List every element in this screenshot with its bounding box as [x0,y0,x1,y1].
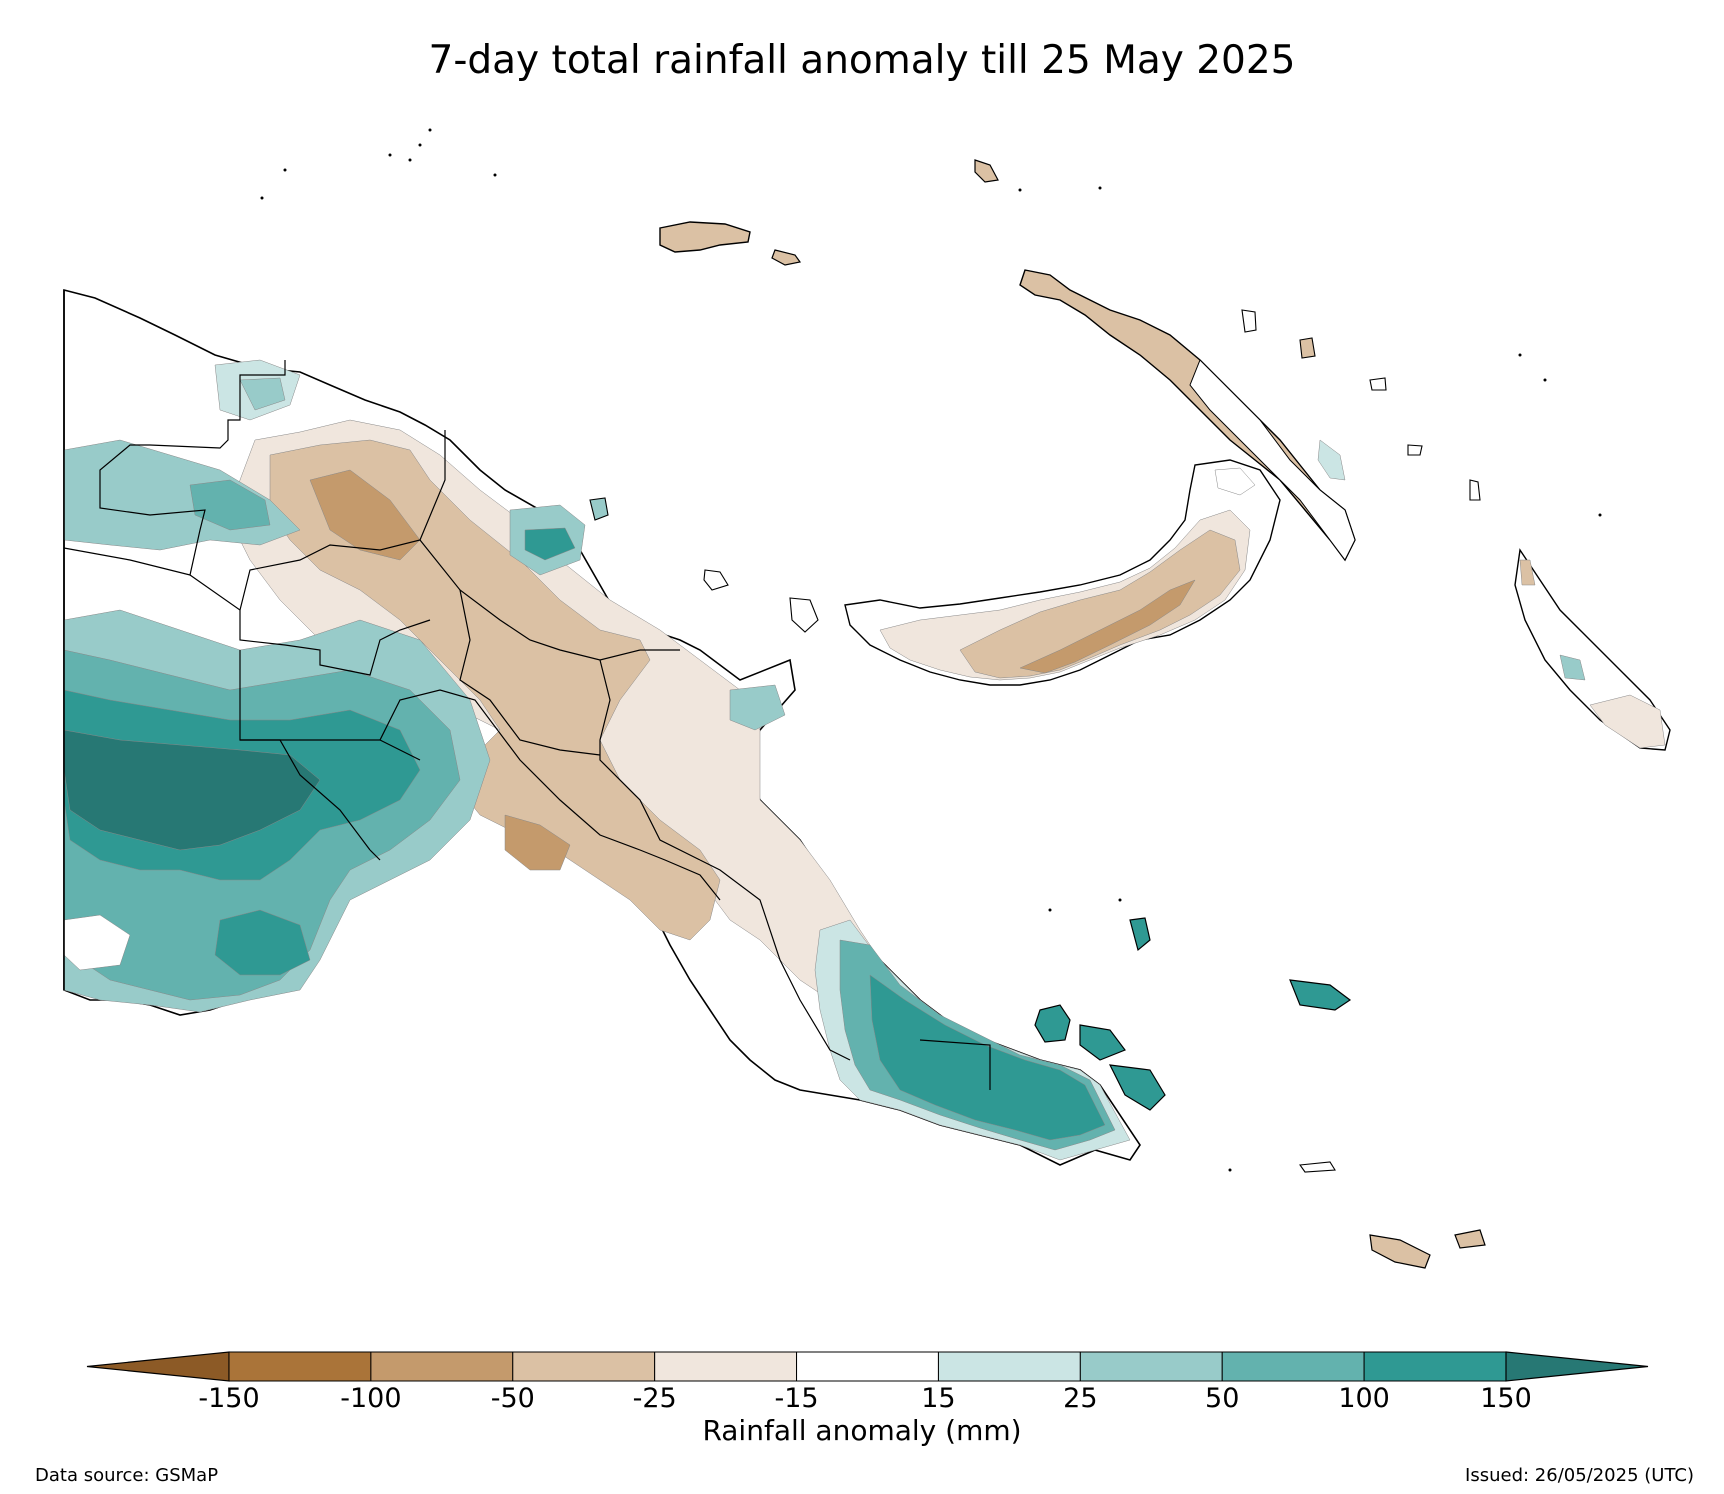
colorbar-bin [1221,1351,1365,1382]
colorbar-bin [1363,1351,1507,1382]
colorbar-tick-label: 150 [1480,1383,1532,1414]
new-britain [844,459,1281,686]
anomaly-zone-wet-sw-4 [63,729,321,851]
colorbar-bin [937,1351,1081,1382]
anomaly-zone-wet-nw-core [189,479,271,531]
colorbar-tick-label: -50 [491,1383,535,1414]
colorbar-extend-high [1505,1351,1649,1382]
colorbar-bin [228,1351,372,1382]
anomaly-zone-wet-gulf [214,909,311,976]
colorbar-tick-label: 50 [1205,1383,1239,1414]
colorbar-tick-label: -15 [775,1383,819,1414]
colorbar-tick-label: -150 [198,1383,259,1414]
mainland-png [63,288,1141,1166]
manus-island [659,221,802,266]
anomaly-zone-dry-4 [504,814,571,871]
issued-date-text: Issued: 26/05/2025 (UTC) [1465,1465,1694,1486]
map-title: 7-day total rainfall anomaly till 25 May… [428,38,1296,83]
colorbar-bin [1079,1351,1223,1382]
anomaly-zone-wet-north-core [239,377,286,411]
colorbar-bin [512,1351,656,1382]
rainfall-anomaly-map [63,128,1671,1269]
anomaly-zone-dry-3 [309,469,421,561]
colorbar-tick-label: -100 [340,1383,401,1414]
colorbar-bin [796,1351,939,1382]
small-islands [589,309,1481,1173]
anomaly-zone-wet-se-3 [869,974,1106,1141]
colorbar-bin [370,1351,514,1382]
island-dots [260,128,1602,1172]
colorbar-label: Rainfall anomaly (mm) [702,1414,1022,1447]
colorbar-tick-label: 100 [1338,1383,1390,1414]
colorbar-tick-label: -25 [633,1383,677,1414]
colorbar-tick-label: 15 [921,1383,955,1414]
data-source-text: Data source: GSMaP [35,1465,219,1486]
new-ireland [974,159,1356,562]
colorbar-tick-label: 25 [1063,1383,1097,1414]
colorbar-extend-low [86,1351,230,1382]
anomaly-zone-wet-huon [729,684,786,731]
anomaly-zone-wet-madang-core [524,527,576,561]
milne-bay-islands [1034,917,1486,1269]
province-boundaries [63,360,991,1090]
colorbar-bin [654,1351,798,1382]
bougainville [1514,548,1671,751]
